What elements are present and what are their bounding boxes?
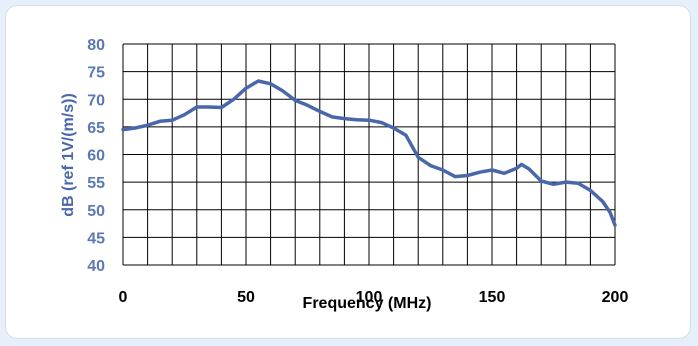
x-tick-label: 200 bbox=[602, 289, 629, 306]
y-tick-label: 80 bbox=[87, 37, 105, 54]
y-tick-labels: 40 45 50 55 60 65 70 75 80 bbox=[87, 37, 105, 275]
series-line bbox=[121, 79, 617, 227]
y-tick-label: 60 bbox=[87, 148, 105, 165]
chart-panel bbox=[5, 5, 691, 339]
y-axis-title: dB (ref 1V/(m/s)) bbox=[60, 93, 77, 217]
y-tick-label: 65 bbox=[87, 120, 105, 137]
x-axis-title: Frequency (MHz) bbox=[303, 295, 432, 312]
grid bbox=[122, 43, 616, 266]
x-tick-label: 150 bbox=[479, 289, 506, 306]
x-tick-labels: 0 50 100 150 200 bbox=[119, 289, 629, 306]
y-tick-label: 50 bbox=[87, 203, 105, 220]
y-tick-label: 40 bbox=[87, 258, 105, 275]
y-tick-label: 45 bbox=[87, 230, 105, 247]
x-tick-label: 50 bbox=[237, 289, 255, 306]
y-tick-label: 55 bbox=[87, 175, 105, 192]
x-tick-label: 0 bbox=[119, 289, 128, 306]
x-tick-label: 100 bbox=[356, 289, 383, 306]
y-tick-label: 75 bbox=[87, 65, 105, 82]
y-tick-label: 70 bbox=[87, 92, 105, 109]
